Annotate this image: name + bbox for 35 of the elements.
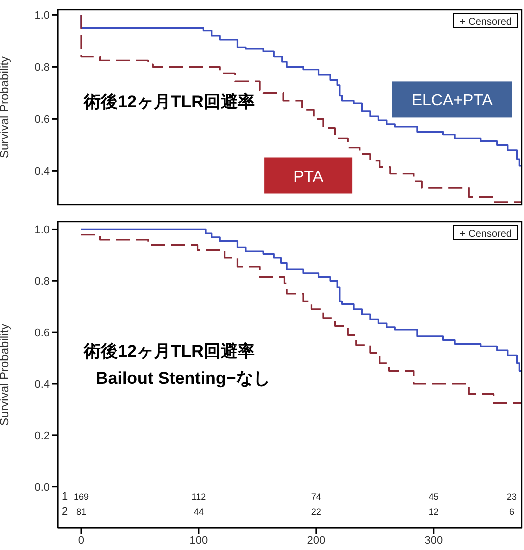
y-axis-title: Survival Probability — [0, 324, 12, 426]
annotation: 169 — [74, 492, 90, 502]
text: PTA — [294, 168, 324, 186]
annotation: 22 — [311, 507, 322, 517]
y-tick-label: 0.6 — [34, 114, 50, 126]
y-tick-label: 0.6 — [34, 327, 50, 340]
annotation: 6 — [509, 507, 515, 517]
annotation: + Censored — [460, 17, 512, 28]
annotation: 23 — [506, 492, 518, 502]
annotation: 81 — [76, 507, 86, 517]
y-tick-label: 1.0 — [34, 224, 50, 237]
annotation: Bailout Stenting−なし — [96, 369, 270, 388]
y-tick-label: 1.0 — [34, 10, 50, 22]
annotation: 44 — [194, 507, 204, 517]
series-label: ELCA+PTA — [412, 92, 494, 110]
annotation: 術後12ヶ月TLR回避率 — [83, 342, 255, 361]
annotation: 45 — [428, 492, 439, 502]
y-tick-label: 0.2 — [34, 430, 50, 442]
annotation: 1 — [62, 491, 68, 503]
x-tick-label: 200 — [307, 534, 326, 547]
x-tick-label: 300 — [424, 534, 444, 547]
y-axis-title: Survival Probability — [0, 56, 12, 159]
x-tick-label: 100 — [190, 534, 208, 547]
annotation: 術後12ヶ月TLR回避率 — [83, 92, 255, 112]
y-tick-label: 0.8 — [34, 276, 50, 288]
annotation: 12 — [428, 507, 439, 517]
annotation: 74 — [311, 492, 322, 502]
y-tick-label: 0.4 — [34, 166, 50, 178]
y-tick-label: 0.4 — [34, 378, 50, 391]
annotation: 2 — [62, 506, 68, 518]
annotation: + Censored — [460, 229, 512, 240]
y-tick-label: 0.8 — [34, 62, 50, 74]
x-tick-label: 0 — [78, 534, 85, 547]
y-tick-label: 0.0 — [34, 482, 50, 494]
annotation: 112 — [192, 492, 206, 502]
